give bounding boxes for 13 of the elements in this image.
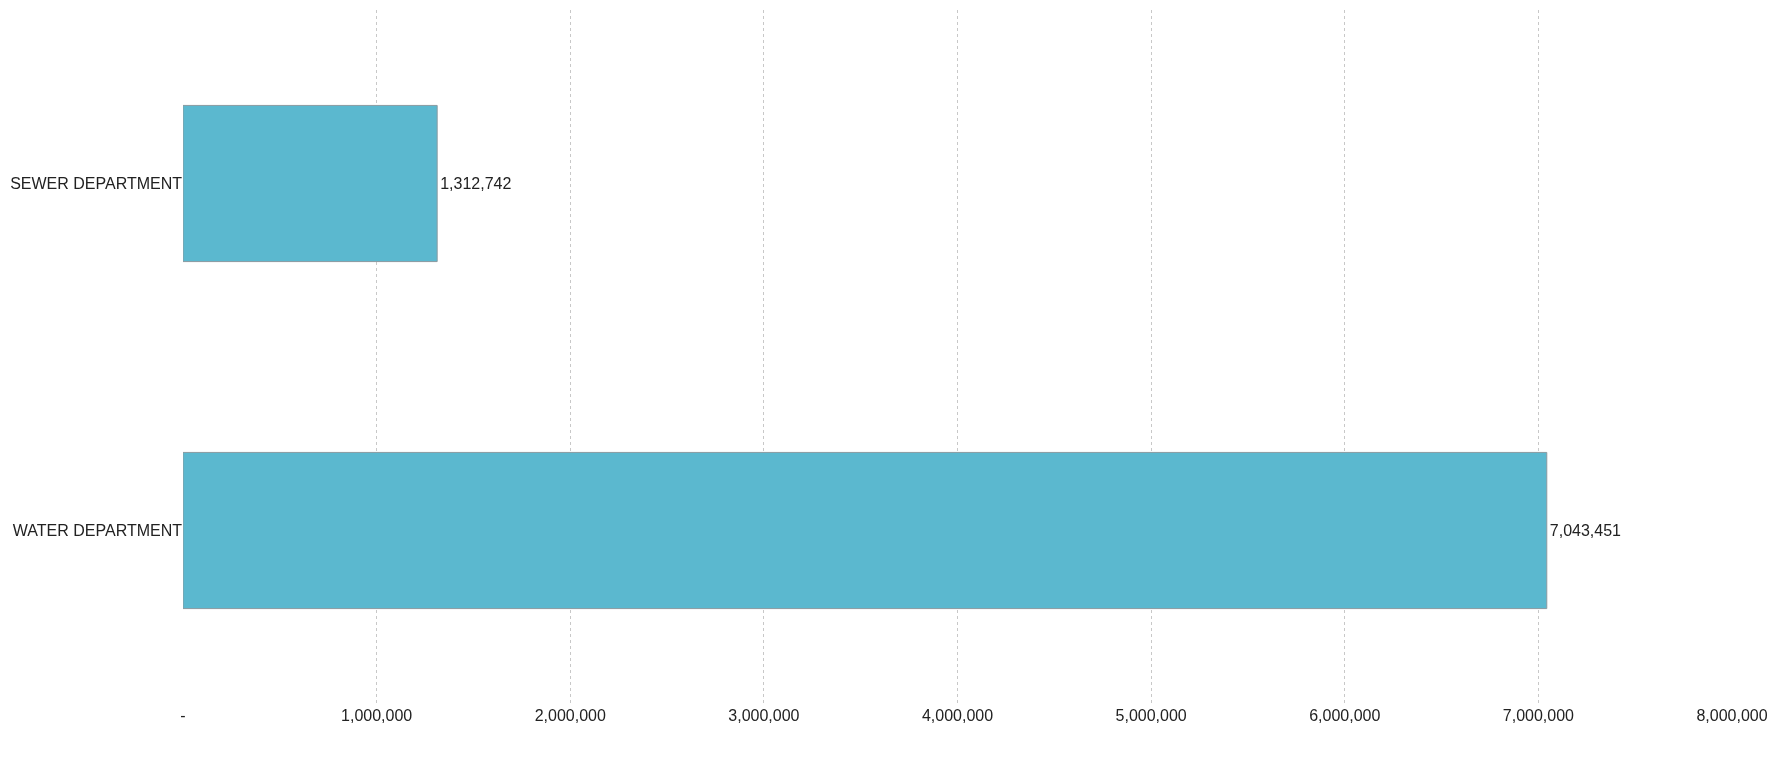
- x-tick-label: 3,000,000: [728, 707, 800, 724]
- data-label: 1,312,742: [440, 175, 512, 193]
- y-tick-label: WATER DEPARTMENT: [12, 522, 183, 540]
- x-tick-label: 7,000,000: [1502, 707, 1575, 724]
- x-tick-label: 6,000,000: [1309, 707, 1381, 724]
- x-tick-label: 8,000,000: [1696, 707, 1768, 724]
- x-tick-label: 5,000,000: [1115, 707, 1187, 724]
- x-tick-label: -: [180, 707, 186, 724]
- x-tick-label: 2,000,000: [534, 707, 606, 724]
- x-tick-label: 4,000,000: [921, 707, 994, 724]
- x-tick-label: 1,000,000: [341, 707, 413, 724]
- y-tick-label: SEWER DEPARTMENT: [10, 175, 183, 193]
- data-label: 7,043,451: [1549, 522, 1622, 540]
